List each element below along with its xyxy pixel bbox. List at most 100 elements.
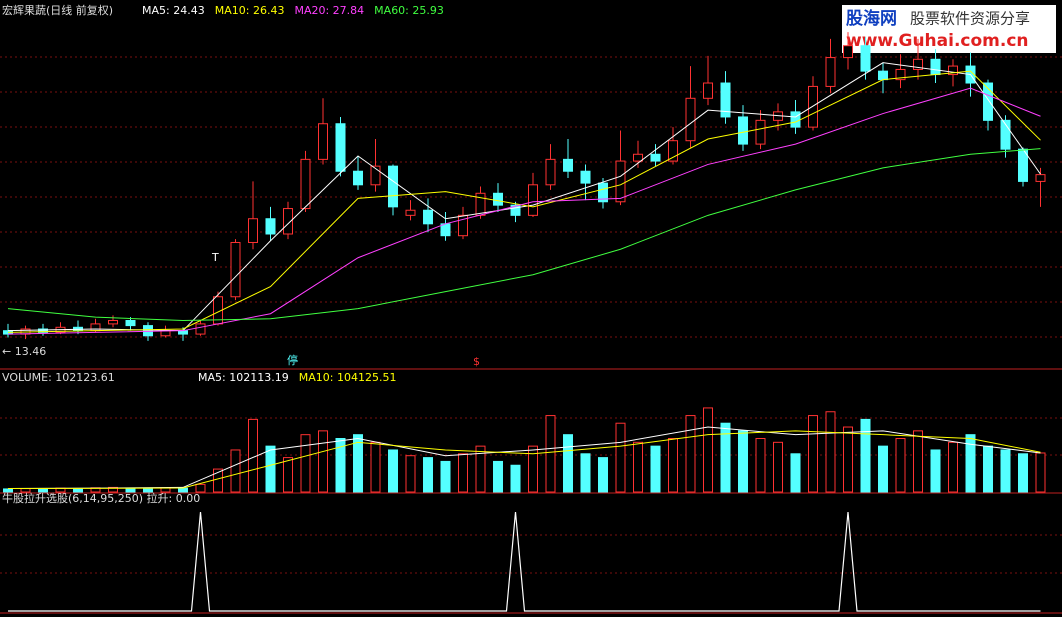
candle-body [423, 209, 433, 225]
indicator-value: 0.00 [176, 492, 201, 505]
candle-body [720, 82, 731, 118]
volume-bar [878, 445, 888, 493]
legend-value: 25.93 [412, 4, 444, 17]
candle-body [563, 158, 573, 172]
candle-body [370, 165, 381, 186]
volume-bar [615, 422, 626, 493]
volume-bar [703, 407, 713, 493]
legend-name: MA60: [374, 4, 409, 17]
volume-bar [983, 445, 993, 493]
candle-body [283, 208, 293, 235]
volume-bar [773, 441, 783, 493]
volume-title: VOLUME: 102123.61 [2, 371, 115, 384]
volume-bar [510, 464, 521, 493]
candle-body [195, 323, 206, 335]
volume-bar [178, 487, 188, 493]
candle-body [615, 160, 626, 203]
legend-value: 104125.51 [337, 371, 397, 384]
chart-title: 宏辉果蔬(日线 前复权) [2, 3, 113, 17]
candle-body [878, 70, 888, 81]
volume-bar [38, 488, 48, 493]
indicator-name: 牛股拉升选股(6,14,95,250) [2, 491, 143, 505]
candle-body [248, 218, 258, 243]
volume-bar [195, 483, 206, 493]
volume-bar [1035, 452, 1046, 493]
volume-bar [738, 430, 748, 493]
candle-body [738, 116, 748, 145]
candle-body [90, 323, 101, 332]
volume-bar [633, 441, 643, 493]
candle-body [895, 68, 906, 81]
volume-bar [948, 441, 958, 493]
volume-bar [335, 438, 346, 493]
volume-bar [668, 438, 678, 493]
candle-body [650, 153, 661, 162]
volume-bar [895, 438, 906, 493]
legend-value: 27.84 [333, 4, 365, 17]
ma-line [7, 70, 1041, 333]
indicator-title: 牛股拉升选股(6,14,95,250) 拉升: 0.00 [2, 491, 200, 505]
candle-body [685, 97, 696, 142]
volume-bar [790, 453, 801, 493]
low-label: ← 13.46 [2, 345, 46, 358]
volume-bar [283, 457, 293, 493]
candle-body [38, 328, 48, 333]
indicator-line [8, 511, 1041, 612]
candle-body [230, 241, 241, 298]
legend-name: MA20: [294, 4, 329, 17]
watermark-box [842, 5, 1056, 53]
legend-value: 24.43 [173, 4, 205, 17]
candle-body [300, 158, 311, 210]
candle-body [1035, 174, 1046, 182]
candle-body [125, 320, 136, 327]
volume-bar [598, 457, 608, 493]
candle-body [405, 209, 416, 216]
volume-bar [930, 449, 941, 493]
candle-body [703, 82, 713, 99]
candle-body [493, 192, 503, 206]
volume-bar [913, 430, 923, 493]
candle-body [458, 214, 468, 237]
volume-bar [755, 438, 766, 493]
candle-body [843, 45, 853, 59]
volume-ma-line [7, 430, 1041, 490]
candle-body [388, 165, 398, 208]
candle-body [1000, 119, 1011, 150]
volume-bar [423, 457, 433, 493]
volume-bar [685, 415, 696, 493]
candle-body [633, 153, 643, 162]
watermark-slogan: 股票软件资源分享 [910, 10, 1030, 28]
legend-entry: MA20: 27.84 [294, 4, 364, 17]
volume-bar [1018, 453, 1028, 493]
volume-bar [125, 487, 136, 493]
candle-body [318, 123, 328, 160]
volume-bar [405, 455, 416, 493]
volume-bar [650, 445, 661, 493]
candle-body [528, 184, 538, 216]
legend-value: 102113.19 [229, 371, 289, 384]
volume-bar [3, 488, 13, 493]
ma-line [7, 87, 1041, 335]
volume-bar [458, 453, 468, 493]
candle-body [580, 170, 591, 184]
legend-name: MA10: [215, 4, 250, 17]
candle-body [755, 119, 766, 145]
candle-body [825, 57, 836, 87]
candle-body [948, 65, 958, 76]
volume-ma-line [7, 426, 1041, 490]
marker: $ [473, 355, 480, 368]
low-value: 13.46 [15, 345, 47, 358]
candle-body [440, 223, 451, 237]
candle-body [143, 325, 153, 337]
candle-body [668, 140, 678, 162]
candle-body [598, 182, 608, 203]
volume-bar [108, 486, 118, 493]
volume-bar [545, 415, 556, 493]
candle-body [913, 58, 923, 70]
candle-body [510, 204, 521, 216]
indicator-label: 拉升: [147, 491, 173, 505]
volume-bar [580, 453, 591, 493]
volume-bar [230, 449, 241, 493]
